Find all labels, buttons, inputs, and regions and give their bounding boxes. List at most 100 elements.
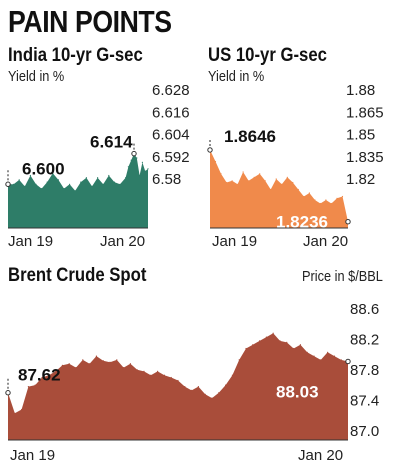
brent-annotation-marker	[345, 358, 351, 365]
brent-point	[286, 341, 288, 343]
us-x-tick-label: Jan 20	[303, 233, 348, 250]
india-annotation-label: 6.600	[22, 159, 65, 178]
india-point	[52, 172, 54, 174]
india-point	[85, 177, 87, 179]
us-area	[210, 149, 348, 228]
brent-y-tick-label: 87.8	[350, 362, 379, 379]
brent-point	[306, 351, 308, 353]
brent-point	[75, 367, 77, 369]
india-point	[113, 181, 115, 183]
brent-point	[14, 412, 16, 414]
us-y-tick-label: 1.85	[346, 127, 375, 144]
us-point	[248, 180, 250, 182]
brent-point	[225, 384, 227, 386]
brent-point	[299, 344, 301, 346]
us-x-tick-label: Jan 19	[212, 233, 257, 250]
us-point	[336, 197, 338, 199]
india-point	[147, 168, 149, 170]
us-chart-title: US 10-yr G-sec	[208, 45, 327, 66]
india-point	[91, 185, 93, 187]
brent-point	[123, 367, 125, 369]
india-point	[108, 174, 110, 177]
us-annotation-marker	[207, 147, 213, 153]
india-point	[74, 190, 76, 192]
brent-y-tick-label: 88.6	[350, 301, 379, 318]
brent-point	[61, 364, 64, 366]
india-point	[102, 183, 104, 185]
brent-point	[41, 376, 43, 379]
brent-point	[204, 393, 206, 395]
brent-point	[136, 369, 138, 371]
us-point	[303, 195, 305, 198]
india-point	[141, 161, 143, 163]
india-point	[29, 174, 31, 177]
india-point	[130, 159, 132, 161]
brent-point	[116, 359, 118, 361]
india-point	[119, 183, 121, 185]
us-point	[253, 176, 255, 178]
india-chart-subtitle: Yield in %	[8, 69, 65, 85]
india-y-tick-label: 6.58	[152, 171, 181, 188]
india-point	[136, 157, 138, 159]
brent-point	[231, 374, 233, 376]
brent-point	[259, 340, 261, 342]
us-point	[231, 180, 233, 182]
brent-point	[211, 397, 213, 399]
us-point	[226, 181, 228, 184]
brent-y-tick-label: 87.0	[350, 423, 379, 440]
brent-point	[129, 363, 131, 365]
india-point	[35, 183, 37, 185]
brent-y-tick-label: 88.2	[350, 332, 379, 349]
india-point	[139, 174, 141, 177]
us-y-tick-label: 1.88	[346, 82, 375, 99]
us-point	[308, 192, 310, 194]
us-point	[214, 160, 217, 163]
brent-point	[245, 347, 247, 350]
us-point	[270, 188, 272, 191]
india-annotation-label: 6.614	[90, 133, 133, 152]
us-annotation-label: 1.8236	[276, 213, 328, 232]
us-point	[286, 176, 288, 178]
brent-point	[95, 355, 97, 357]
us-point	[281, 183, 283, 185]
india-annotation-marker	[5, 181, 11, 187]
brent-point	[340, 359, 342, 361]
us-point	[220, 173, 222, 175]
brent-point	[157, 370, 159, 372]
brent-point	[177, 379, 179, 382]
india-point	[127, 166, 129, 168]
brent-point	[150, 374, 152, 376]
us-point	[242, 171, 244, 173]
india-chart-title: India 10-yr G-sec	[8, 45, 143, 66]
brent-x-tick-label: Jan 19	[10, 447, 55, 464]
us-point	[292, 181, 294, 184]
brent-point	[170, 376, 172, 379]
india-annotation-marker	[131, 150, 137, 157]
us-point	[330, 202, 332, 205]
brent-point	[313, 355, 315, 357]
us-annotation-label: 1.8646	[224, 127, 276, 146]
brent-point	[252, 344, 254, 346]
page-heading: PAIN POINTS	[8, 4, 172, 39]
india-point	[18, 179, 20, 181]
us-point	[319, 202, 321, 205]
brent-annotation-label: 87.62	[18, 366, 61, 385]
us-point	[297, 188, 299, 191]
brent-point	[109, 361, 111, 363]
brent-point	[184, 386, 186, 388]
brent-point	[27, 386, 29, 388]
us-point	[341, 195, 344, 198]
brent-point	[89, 363, 91, 365]
brent-point	[82, 359, 84, 361]
brent-point	[21, 408, 23, 411]
brent-area	[8, 333, 348, 440]
us-point	[259, 173, 261, 175]
india-point	[57, 179, 60, 181]
brent-point	[197, 386, 199, 388]
brent-point	[327, 351, 329, 353]
india-x-tick-label: Jan 20	[100, 233, 145, 250]
india-point	[144, 170, 146, 172]
brent-x-tick-label: Jan 20	[298, 447, 343, 464]
